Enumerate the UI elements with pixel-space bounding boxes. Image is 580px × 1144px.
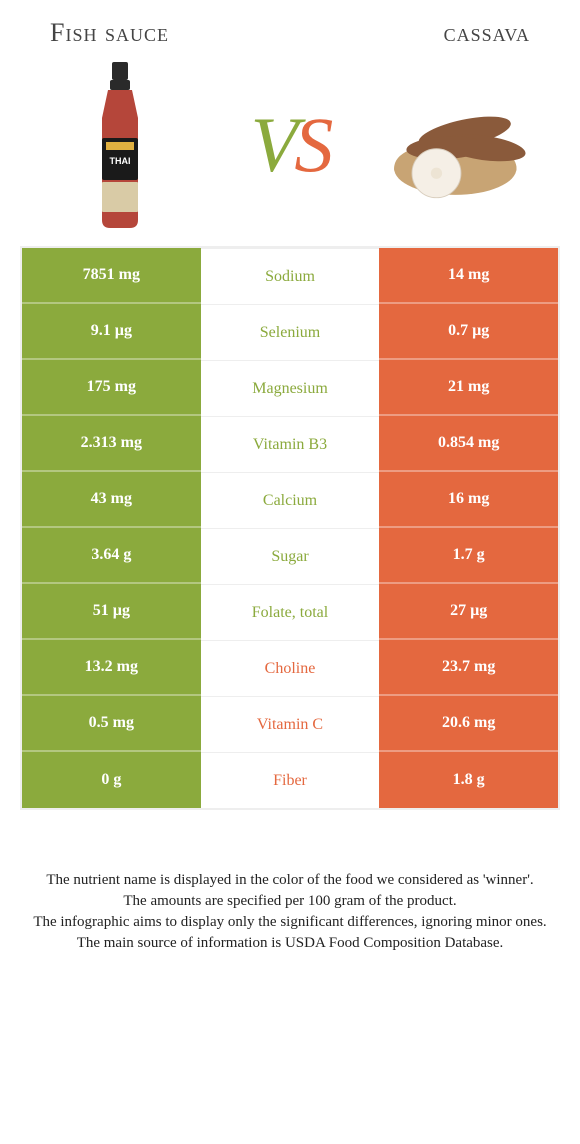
svg-text:THAI: THAI <box>110 156 131 166</box>
right-value-cell: 21 mg <box>379 360 558 416</box>
comparison-table: 7851 mgSodium14 mg9.1 µgSelenium0.7 µg17… <box>20 246 560 810</box>
right-value-cell: 1.8 g <box>379 752 558 808</box>
header: Fish sauce cassava <box>0 0 580 56</box>
nutrient-name-cell: Folate, total <box>201 584 380 640</box>
nutrient-name-cell: Choline <box>201 640 380 696</box>
table-row: 2.313 mgVitamin B30.854 mg <box>22 416 558 472</box>
right-value-cell: 23.7 mg <box>379 640 558 696</box>
nutrient-name-cell: Magnesium <box>201 360 380 416</box>
nutrient-name-cell: Vitamin C <box>201 696 380 752</box>
footnote-line: The nutrient name is displayed in the co… <box>20 870 560 891</box>
left-value-cell: 175 mg <box>22 360 201 416</box>
nutrient-name-cell: Calcium <box>201 472 380 528</box>
table-row: 0 gFiber1.8 g <box>22 752 558 808</box>
right-value-cell: 1.7 g <box>379 528 558 584</box>
left-value-cell: 13.2 mg <box>22 640 201 696</box>
cassava-image <box>380 60 540 230</box>
right-product-title: cassava <box>444 18 530 48</box>
table-row: 175 mgMagnesium21 mg <box>22 360 558 416</box>
table-row: 43 mgCalcium16 mg <box>22 472 558 528</box>
footnote: The nutrient name is displayed in the co… <box>20 870 560 954</box>
right-value-cell: 0.7 µg <box>379 304 558 360</box>
fish-sauce-image: THAI <box>40 60 200 230</box>
left-value-cell: 2.313 mg <box>22 416 201 472</box>
footnote-line: The amounts are specified per 100 gram o… <box>20 891 560 912</box>
footnote-line: The main source of information is USDA F… <box>20 933 560 954</box>
table-row: 3.64 gSugar1.7 g <box>22 528 558 584</box>
vs-v: V <box>251 101 295 188</box>
nutrient-name-cell: Sugar <box>201 528 380 584</box>
left-value-cell: 43 mg <box>22 472 201 528</box>
right-value-cell: 14 mg <box>379 248 558 304</box>
left-value-cell: 0 g <box>22 752 201 808</box>
table-row: 7851 mgSodium14 mg <box>22 248 558 304</box>
nutrient-name-cell: Vitamin B3 <box>201 416 380 472</box>
left-value-cell: 3.64 g <box>22 528 201 584</box>
nutrient-name-cell: Fiber <box>201 752 380 808</box>
right-value-cell: 27 µg <box>379 584 558 640</box>
table-row: 0.5 mgVitamin C20.6 mg <box>22 696 558 752</box>
footnote-line: The infographic aims to display only the… <box>20 912 560 933</box>
left-value-cell: 7851 mg <box>22 248 201 304</box>
vs-label: VS <box>251 100 330 190</box>
right-value-cell: 16 mg <box>379 472 558 528</box>
nutrient-name-cell: Selenium <box>201 304 380 360</box>
left-product-title: Fish sauce <box>50 18 169 48</box>
right-value-cell: 0.854 mg <box>379 416 558 472</box>
left-value-cell: 0.5 mg <box>22 696 201 752</box>
nutrient-name-cell: Sodium <box>201 248 380 304</box>
vs-s: S <box>294 101 329 188</box>
left-value-cell: 51 µg <box>22 584 201 640</box>
table-row: 51 µgFolate, total27 µg <box>22 584 558 640</box>
table-row: 9.1 µgSelenium0.7 µg <box>22 304 558 360</box>
right-value-cell: 20.6 mg <box>379 696 558 752</box>
left-value-cell: 9.1 µg <box>22 304 201 360</box>
table-row: 13.2 mgCholine23.7 mg <box>22 640 558 696</box>
images-row: THAI VS <box>0 56 580 246</box>
